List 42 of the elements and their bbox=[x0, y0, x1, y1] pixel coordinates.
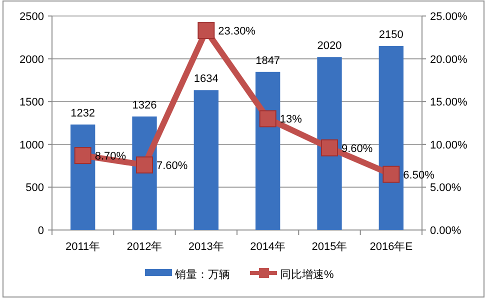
y-tick-label: 1000 bbox=[20, 139, 44, 152]
bar bbox=[378, 46, 404, 230]
data-label: 1634 bbox=[194, 73, 218, 86]
point bbox=[321, 139, 338, 156]
y-tick-label: 0 bbox=[38, 225, 44, 237]
bar bbox=[256, 72, 280, 230]
data-label: 13% bbox=[280, 114, 302, 126]
y2-tick-label: 0.00% bbox=[430, 225, 462, 237]
x-tick-label: 2014年 bbox=[250, 241, 286, 253]
data-label: 2150 bbox=[378, 28, 404, 41]
y2-tick-label: 10.00% bbox=[430, 139, 468, 152]
x-tick-label: 2011年 bbox=[66, 241, 100, 253]
data-label: 9.60% bbox=[342, 142, 373, 155]
point bbox=[259, 110, 276, 128]
y-tick-label: 2500 bbox=[20, 11, 44, 23]
data-label: 2020 bbox=[317, 40, 342, 52]
bar bbox=[194, 90, 218, 230]
legend-label: 销量：万辆 bbox=[174, 269, 230, 281]
data-label: 1326 bbox=[132, 99, 157, 112]
y-tick-label: 2000 bbox=[20, 54, 44, 66]
y-tick-label: 1500 bbox=[20, 96, 44, 109]
point bbox=[136, 156, 153, 174]
legend-label: 同比增速% bbox=[280, 268, 334, 281]
data-label: 8.70% bbox=[94, 150, 126, 163]
point bbox=[198, 22, 215, 40]
x-tick-label: 2013年 bbox=[188, 241, 224, 253]
y2-tick-label: 5.00% bbox=[430, 182, 462, 194]
x-tick-label: 2012年 bbox=[126, 241, 162, 253]
data-label: 23.30% bbox=[218, 26, 256, 38]
bar bbox=[317, 57, 342, 230]
y-tick-label: 500 bbox=[26, 182, 44, 194]
point bbox=[74, 147, 92, 164]
y2-tick-label: 15.00% bbox=[430, 96, 468, 109]
x-tick-label: 2015年 bbox=[312, 241, 348, 253]
data-label: 1847 bbox=[256, 54, 280, 67]
data-label: 7.60% bbox=[156, 160, 188, 172]
data-label: 1232 bbox=[70, 108, 96, 120]
y2-tick-label: 20.00% bbox=[430, 54, 468, 66]
y2-tick-label: 25.00% bbox=[430, 11, 468, 23]
data-label: 6.50% bbox=[403, 169, 435, 182]
x-tick-label: 2016年E bbox=[370, 241, 413, 253]
point bbox=[382, 166, 400, 183]
